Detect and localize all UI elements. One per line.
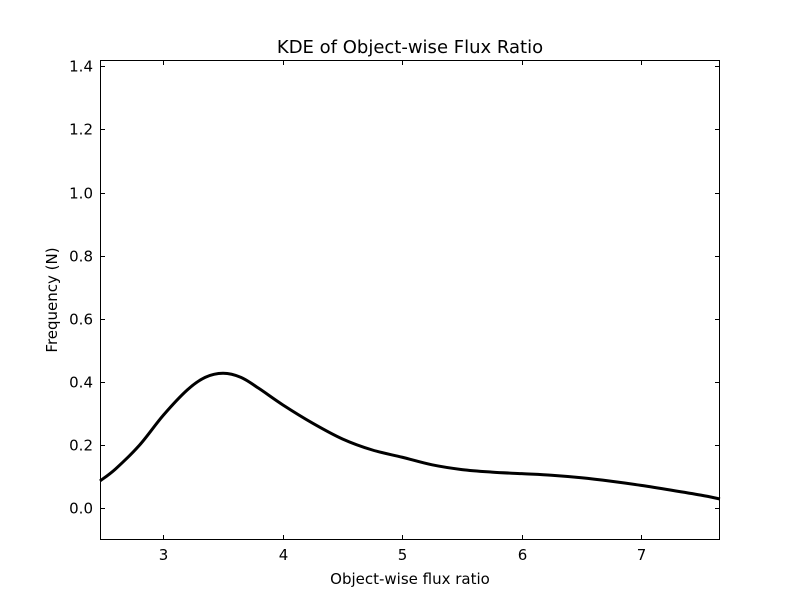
x-tick-label: 3 [159,546,169,564]
kde-series-line [100,373,720,499]
y-axis-ticks: 0.0 0.2 0.4 0.6 0.8 1.0 1.2 1.4 [69,58,720,518]
y-tick-label: 0.6 [69,311,93,329]
y-tick-label: 0.8 [69,248,93,266]
x-tick-label: 7 [637,546,647,564]
x-tick-label: 5 [398,546,408,564]
y-tick-label: 0.0 [69,500,93,518]
plot-area-frame [101,61,720,540]
y-tick-label: 1.4 [69,58,93,76]
x-tick-label: 4 [279,546,289,564]
x-tick-label: 6 [518,546,528,564]
y-tick-label: 1.2 [69,121,93,139]
chart-title: KDE of Object-wise Flux Ratio [277,37,543,58]
y-tick-label: 0.2 [69,437,93,455]
y-tick-label: 1.0 [69,185,93,203]
x-axis-ticks: 3 4 5 6 7 [159,60,647,564]
x-axis-label: Object-wise flux ratio [330,570,490,588]
y-tick-label: 0.4 [69,374,93,392]
y-axis-label: Frequency (N) [43,247,61,352]
